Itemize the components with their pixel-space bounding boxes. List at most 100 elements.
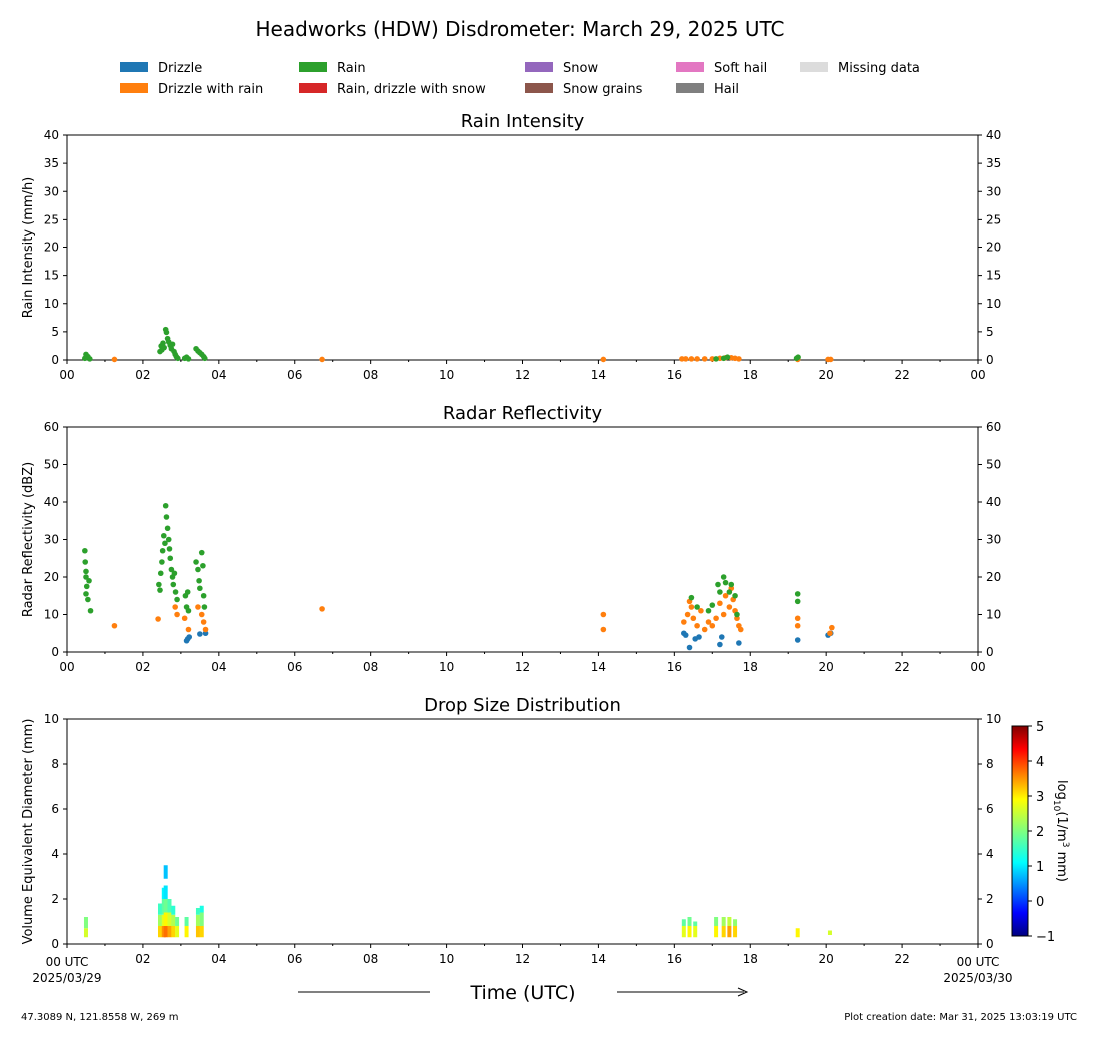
rain-intensity-y-tick-label-left: 35 (44, 156, 59, 170)
radar-reflectivity-point-drizzle-with-rain (200, 619, 207, 625)
radar-reflectivity-x-tick-label: 02 (135, 660, 150, 674)
radar-reflectivity-point-rain (160, 532, 167, 539)
dsd-y-tick-label-left: 0 (51, 937, 59, 951)
radar-reflectivity-point-drizzle-with-rain (172, 604, 178, 610)
radar-reflectivity-point-rain (715, 581, 721, 588)
rain-intensity-x-tick-label: 00 (970, 368, 985, 382)
dsd-cell (157, 926, 162, 938)
dsd-cell (199, 912, 204, 926)
radar-reflectivity-point-rain (195, 566, 201, 573)
radar-reflectivity-point-rain (198, 549, 205, 556)
radar-reflectivity-point-drizzle-with-rain (181, 615, 188, 622)
dsd-cell (163, 926, 168, 938)
radar-reflectivity-point-drizzle-with-rain (829, 624, 835, 631)
dsd-cell (163, 885, 168, 899)
radar-reflectivity-point-drizzle-with-rain (185, 626, 192, 633)
radar-reflectivity-point-rain (201, 604, 208, 610)
radar-reflectivity-point-drizzle-with-rain (684, 611, 691, 618)
dsd-y-tick-label-left: 2 (51, 892, 59, 906)
radar-reflectivity-y-tick-label-left: 40 (44, 495, 59, 509)
radar-reflectivity-point-drizzle-with-rain (174, 611, 180, 618)
dsd-x-tick-label: 12 (515, 952, 530, 966)
dsd-x-tick-label: 02 (135, 952, 150, 966)
radar-reflectivity-point-rain (159, 559, 165, 565)
dsd-cell (163, 912, 168, 926)
rain-intensity-point-drizzle-with-rain (736, 356, 742, 362)
dsd-cell (727, 926, 732, 938)
radar-reflectivity-point-rain (156, 581, 162, 588)
radar-reflectivity-point-rain (722, 579, 729, 586)
radar-reflectivity-point-drizzle-with-rain (688, 604, 695, 610)
radar-reflectivity-point-rain (734, 611, 740, 618)
radar-reflectivity-y-tick-label-right: 10 (986, 608, 1001, 622)
rain-intensity-point-rain (160, 340, 166, 346)
radar-reflectivity-plot-frame (66, 426, 979, 653)
radar-reflectivity-point-rain (82, 547, 88, 554)
dsd-y-tick-label-left: 4 (51, 847, 59, 861)
legend-swatch-missing-data (800, 62, 828, 72)
dsd-x-tick-label: 16 (667, 952, 682, 966)
radar-reflectivity-y-tick-label-right: 20 (986, 570, 1001, 584)
rain-intensity-y-tick-label-left: 25 (44, 212, 59, 226)
radar-reflectivity-point-drizzle-with-rain (717, 600, 723, 607)
rain-intensity-point-rain (724, 354, 731, 360)
radar-reflectivity-point-drizzle-with-rain (827, 630, 833, 637)
legend-label-snow: Snow (563, 61, 598, 76)
dsd-cell (721, 926, 726, 938)
radar-reflectivity-point-rain (83, 583, 90, 590)
rain-intensity-point-drizzle-with-rain (600, 356, 607, 363)
dsd-x-tick-label: 10 (439, 952, 454, 966)
rain-intensity-x-tick-label: 14 (591, 368, 606, 382)
radar-reflectivity-point-rain (172, 589, 179, 595)
radar-reflectivity-panel: Radar Reflectivity Radar Reflectivity (dB… (21, 403, 1001, 674)
legend-swatch-rain (299, 62, 327, 72)
radar-reflectivity-point-rain (164, 525, 171, 532)
rain-intensity-y-tick-label-left: 15 (44, 269, 59, 283)
radar-reflectivity-point-rain (197, 585, 203, 592)
rain-intensity-y-tick-label-right: 35 (986, 156, 1001, 170)
colorbar-tick-label: 1 (1036, 860, 1044, 875)
dsd-cell (827, 930, 832, 935)
colorbar: 5 4 3 2 1 0 −1 log10(1/m3 mm) (1011, 720, 1070, 945)
radar-reflectivity-point-drizzle-with-rain (195, 604, 201, 610)
rain-intensity-point-drizzle-with-rain (319, 356, 325, 363)
radar-reflectivity-point-drizzle-with-rain (694, 622, 700, 629)
radar-reflectivity-x-tick-label: 18 (743, 660, 758, 674)
radar-reflectivity-point-drizzle (736, 640, 742, 646)
radar-reflectivity-point-rain (167, 555, 174, 562)
rain-intensity-x-tick-label: 18 (743, 368, 758, 382)
x-axis-label: Time (UTC) (469, 982, 575, 1004)
dsd-y-tick-label-left: 8 (51, 757, 59, 771)
rain-intensity-y-tick-label-left: 0 (51, 353, 59, 367)
radar-reflectivity-point-rain (688, 594, 695, 601)
rain-intensity-point-drizzle-with-rain (688, 356, 695, 362)
radar-reflectivity-point-drizzle (794, 637, 801, 643)
legend-label-rain: Rain (337, 61, 366, 76)
dsd-cell (184, 926, 189, 938)
radar-reflectivity-point-drizzle-with-rain (720, 611, 727, 618)
dsd-cell (167, 899, 172, 913)
radar-reflectivity-point-rain (170, 581, 177, 588)
dsd-y-tick-label-right: 2 (986, 892, 994, 906)
rain-intensity-title: Rain Intensity (461, 111, 585, 132)
dsd-cell (727, 917, 732, 926)
radar-reflectivity-y-tick-label-left: 0 (51, 645, 59, 659)
dsd-cell (83, 917, 88, 929)
radar-reflectivity-point-rain (185, 607, 192, 614)
radar-reflectivity-y-tick-label-right: 40 (986, 495, 1001, 509)
radar-reflectivity-x-tick-label: 04 (211, 660, 226, 674)
legend-swatch-snow (525, 62, 553, 72)
radar-reflectivity-point-rain (171, 570, 178, 577)
legend-label-snow-grains: Snow grains (563, 82, 643, 97)
radar-reflectivity-point-drizzle-with-rain (681, 619, 687, 625)
radar-reflectivity-point-drizzle-with-rain (202, 626, 209, 633)
dsd-cell (184, 917, 189, 926)
creation-date-footer: Plot creation date: Mar 31, 2025 13:03:1… (844, 1012, 1077, 1023)
radar-reflectivity-point-drizzle-with-rain (600, 626, 607, 633)
dsd-x-tick-label: 14 (591, 952, 606, 966)
dsd-cell (195, 908, 200, 915)
dsd-y-tick-label-right: 8 (986, 757, 994, 771)
rain-intensity-y-tick-label-right: 5 (986, 325, 994, 339)
rain-intensity-y-tick-label-right: 10 (986, 297, 1001, 311)
